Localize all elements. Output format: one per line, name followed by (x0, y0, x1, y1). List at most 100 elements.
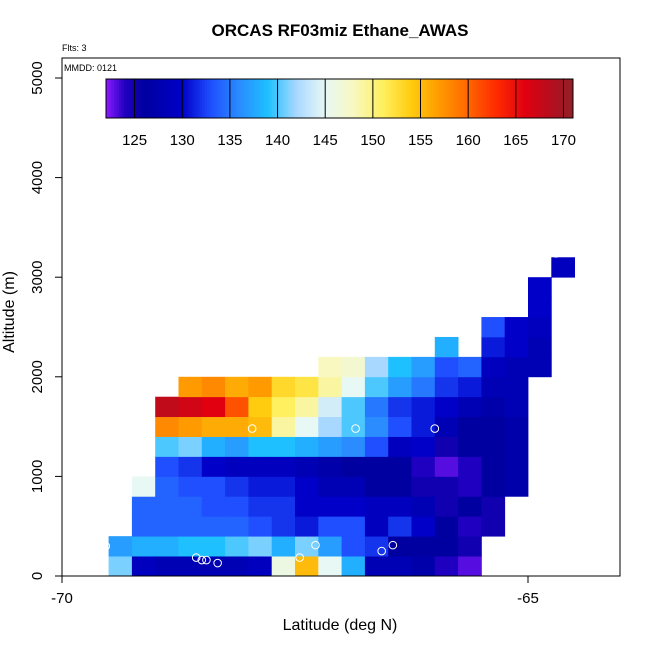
heatmap-cell (155, 556, 179, 577)
colorbar-swatch (230, 79, 234, 118)
colorbar-swatch (406, 79, 411, 118)
sample-point (486, 546, 496, 556)
heatmap-cell (318, 436, 342, 457)
heatmap-cell (295, 556, 319, 577)
sample-point (551, 249, 561, 258)
heatmap-cell (318, 496, 342, 517)
colorbar-swatch (373, 79, 377, 118)
heatmap-cell (271, 376, 296, 398)
colorbar-swatch (399, 79, 403, 118)
heatmap-cell (481, 516, 506, 537)
heatmap-cell (411, 356, 436, 378)
colorbar-swatch (277, 79, 281, 118)
colorbar-swatch (292, 79, 296, 118)
colorbar-swatch (432, 79, 436, 118)
colorbar-tick-label: 140 (265, 132, 290, 149)
heatmap-cell (318, 556, 342, 577)
heatmap-cell (178, 416, 203, 437)
colorbar-swatch (448, 79, 452, 118)
colorbar-swatch (129, 79, 133, 118)
heatmap-cell (201, 516, 226, 537)
colorbar-swatch (393, 79, 398, 118)
colorbar-swatch (150, 79, 154, 118)
colorbar-swatch (139, 79, 143, 118)
colorbar-tick-label: 125 (122, 132, 147, 149)
colorbar-swatch (544, 79, 548, 118)
colorbar-swatch (155, 79, 159, 118)
colorbar-swatch (214, 79, 219, 118)
colorbar-swatch (269, 79, 273, 118)
heatmap-cell (295, 436, 319, 457)
heatmap-cell (388, 416, 412, 437)
colorbar-swatch (222, 79, 226, 118)
colorbar-swatch (191, 79, 195, 118)
heatmap-cell (295, 396, 319, 418)
heatmap-cell (341, 556, 366, 577)
colorbar-swatch (469, 79, 473, 118)
colorbar-swatch (310, 79, 315, 118)
colorbar-swatch (368, 79, 372, 118)
heatmap-cell (364, 436, 389, 457)
heatmap-cell (271, 476, 296, 497)
heatmap-cell (155, 536, 179, 557)
heatmap-cell (364, 556, 389, 577)
heatmap-cell (318, 476, 342, 497)
colorbar-swatch (243, 79, 247, 118)
heatmap-cell (504, 356, 529, 378)
sample-point (147, 348, 156, 358)
colorbar-swatch (303, 79, 307, 118)
heatmap-cell (131, 476, 156, 497)
heatmap-cell (411, 436, 436, 457)
colorbar-swatch (181, 79, 185, 118)
heatmap-cell (318, 516, 342, 537)
heatmap-cell (341, 396, 366, 418)
heatmap-cell (434, 416, 459, 437)
colorbar-swatch (355, 79, 359, 118)
heatmap-cell (131, 536, 156, 557)
colorbar-swatch (108, 79, 112, 118)
colorbar-swatch (212, 79, 216, 118)
colorbar-swatch (209, 79, 213, 118)
heatmap-cell (155, 476, 179, 497)
heatmap-cell (481, 356, 506, 378)
colorbar-swatch (116, 79, 120, 118)
heatmap-cell (504, 376, 529, 398)
colorbar-swatch (248, 79, 252, 118)
sample-point (351, 424, 360, 433)
heatmap-cell (388, 556, 412, 577)
colorbar-swatch (378, 79, 382, 118)
heatmap-cell (411, 376, 436, 398)
colorbar-swatch (489, 79, 494, 118)
colorbar-swatch (536, 79, 540, 118)
colorbar-swatch (461, 79, 465, 118)
colorbar-swatch (523, 79, 527, 118)
colorbar-swatch (318, 79, 322, 118)
heatmap-cell (364, 476, 389, 497)
colorbar-swatch (168, 79, 172, 118)
colorbar-tick-label: 160 (456, 132, 481, 149)
colorbar-swatch (157, 79, 161, 118)
heatmap-cell (201, 376, 226, 398)
colorbar-tick-label: 170 (551, 132, 576, 149)
colorbar-frame (105, 78, 574, 119)
heatmap-cell (201, 396, 226, 418)
heatmap-cell (458, 496, 482, 517)
colorbar-swatch (497, 79, 501, 118)
heatmap-cell (271, 556, 296, 577)
heatmap-cell (458, 416, 482, 437)
heatmap-cell (411, 396, 436, 418)
heatmap-cell (248, 456, 273, 477)
heatmap-cell (341, 536, 366, 557)
colorbar-swatch (487, 79, 491, 118)
heatmap-cell (318, 536, 342, 557)
heatmap-cell (178, 516, 203, 537)
heatmap-cell (434, 556, 459, 577)
heatmap-cell (248, 416, 273, 437)
colorbar-swatch (515, 79, 520, 118)
colorbar-swatch (201, 79, 206, 118)
colorbar-swatch (425, 79, 429, 118)
colorbar-swatch (264, 79, 268, 118)
colorbar-swatch (495, 79, 499, 118)
heatmap-cell (481, 456, 506, 477)
